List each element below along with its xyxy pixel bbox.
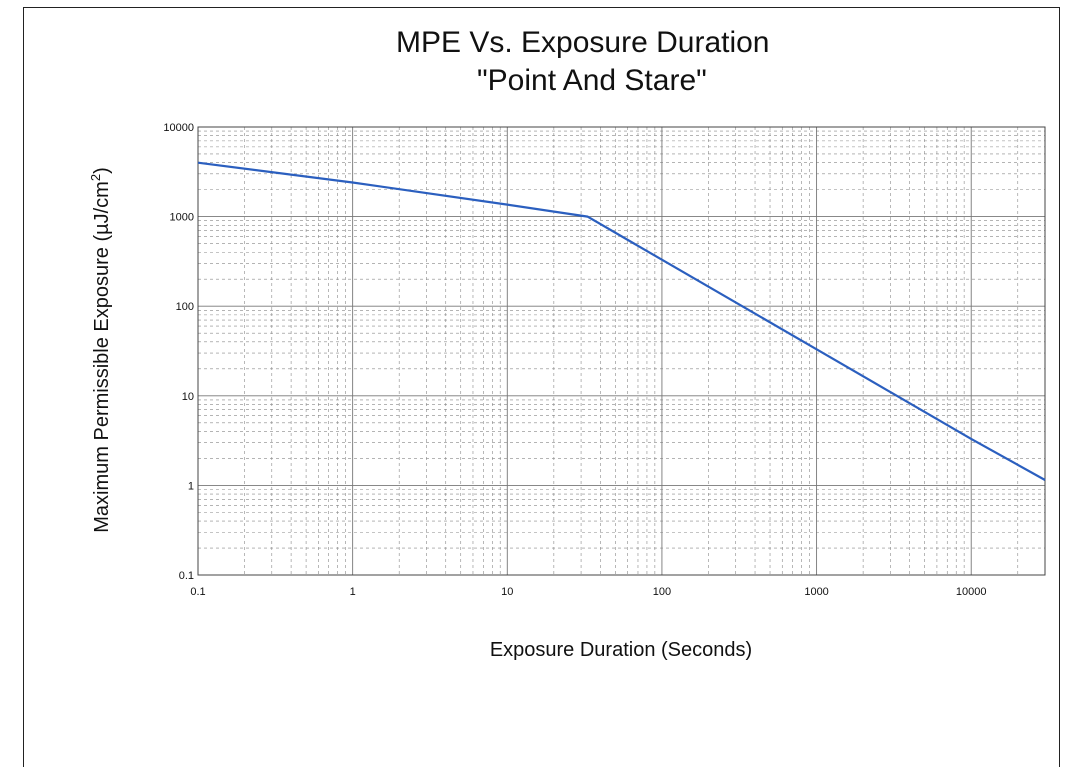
y-tick-label: 1000	[170, 212, 194, 224]
x-tick-label: 1000	[804, 586, 828, 598]
y-axis-label: Maximum Permissible Exposure (µJ/cm2)	[88, 167, 113, 533]
mpe-series-line	[197, 161, 1046, 481]
y-tick-label: 10000	[163, 122, 194, 134]
x-tick-label: 100	[653, 586, 671, 598]
plot-border	[197, 126, 1046, 576]
minor-grid	[198, 127, 1046, 575]
y-tick-label: 100	[176, 301, 194, 313]
y-tick-label: 0.1	[179, 570, 194, 582]
y-tick-label: 10	[182, 391, 194, 403]
x-axis-tick-labels: 0.1 1 10 100 1000 10000	[190, 586, 986, 598]
x-tick-label: 10	[501, 586, 513, 598]
page-frame	[23, 7, 1060, 767]
major-grid	[197, 126, 1045, 576]
x-tick-label: 0.1	[190, 586, 205, 598]
y-axis-tick-labels: 0.1 1 10 100 1000 10000	[163, 122, 194, 582]
x-tick-label: 10000	[956, 586, 987, 598]
y-tick-label: 1	[188, 480, 194, 492]
x-axis-label: Exposure Duration (Seconds)	[490, 639, 752, 661]
x-tick-label: 1	[350, 586, 356, 598]
